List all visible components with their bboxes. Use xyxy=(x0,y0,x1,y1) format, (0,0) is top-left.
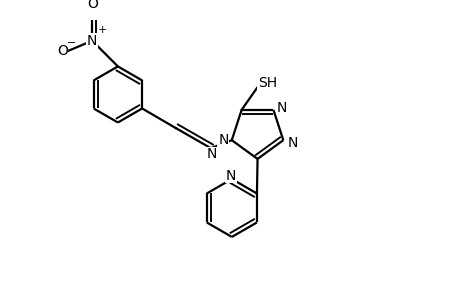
Text: N: N xyxy=(287,136,297,149)
Text: O: O xyxy=(57,44,67,58)
Text: N: N xyxy=(225,169,235,183)
Text: N: N xyxy=(207,147,217,161)
Text: SH: SH xyxy=(257,76,276,90)
Text: N: N xyxy=(87,34,97,48)
Text: +: + xyxy=(98,26,107,35)
Text: O: O xyxy=(87,0,97,11)
Text: N: N xyxy=(218,133,228,147)
Text: N: N xyxy=(276,100,286,115)
Text: −: − xyxy=(67,38,76,48)
